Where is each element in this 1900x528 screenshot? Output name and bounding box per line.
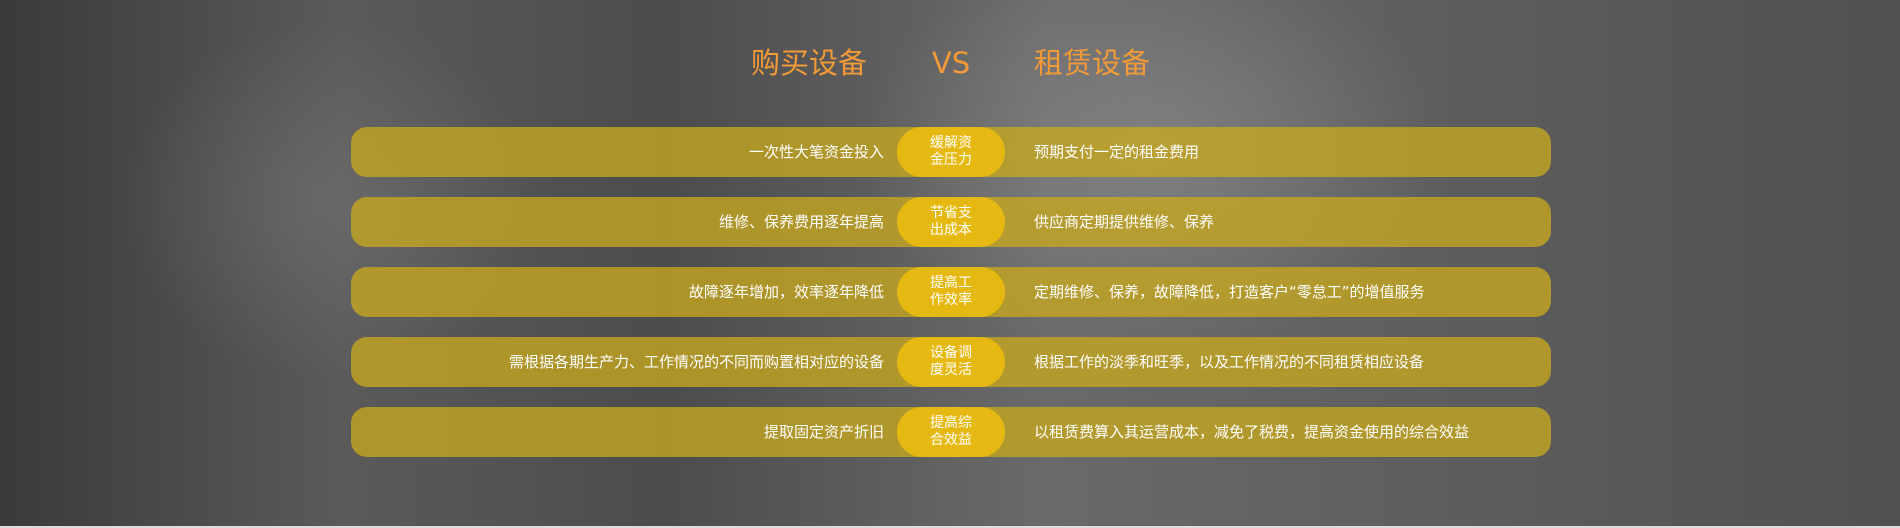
benefit-label: 节省支出成本 <box>930 205 972 238</box>
lease-point: 以租赁费算入其运营成本，减免了税费，提高资金使用的综合效益 <box>1034 423 1470 441</box>
lease-equipment-title: 租赁设备 <box>1034 46 1151 80</box>
benefit-label: 缓解资金压力 <box>930 135 972 168</box>
comparison-row: 提取固定资产折旧 提高综合效益 以租赁费算入其运营成本，减免了税费，提高资金使用… <box>351 407 1551 457</box>
benefit-label: 提高工作效率 <box>930 275 972 308</box>
benefit-badge: 提高综合效益 <box>897 407 1005 457</box>
buy-point: 维修、保养费用逐年提高 <box>718 213 884 231</box>
benefit-label: 提高综合效益 <box>930 415 972 448</box>
buy-equipment-title: 购买设备 <box>750 46 867 80</box>
lease-point: 定期维修、保养，故障降低，打造客户“零怠工”的增值服务 <box>1034 283 1425 301</box>
buy-point: 一次性大笔资金投入 <box>748 143 884 161</box>
benefit-label: 设备调度灵活 <box>930 345 972 378</box>
comparison-row: 需根据各期生产力、工作情况的不同而购置相对应的设备 设备调度灵活 根据工作的淡季… <box>351 337 1551 387</box>
comparison-row: 维修、保养费用逐年提高 节省支出成本 供应商定期提供维修、保养 <box>351 197 1551 247</box>
comparison-row: 一次性大笔资金投入 缓解资金压力 预期支付一定的租金费用 <box>351 127 1551 177</box>
benefit-badge: 缓解资金压力 <box>897 127 1005 177</box>
lease-point: 预期支付一定的租金费用 <box>1034 143 1200 161</box>
benefit-badge: 节省支出成本 <box>897 197 1005 247</box>
lease-point: 供应商定期提供维修、保养 <box>1034 213 1215 231</box>
comparison-row: 故障逐年增加，效率逐年降低 提高工作效率 定期维修、保养，故障降低，打造客户“零… <box>351 267 1551 317</box>
benefit-badge: 提高工作效率 <box>897 267 1005 317</box>
vs-label: VS <box>931 46 971 80</box>
buy-point: 提取固定资产折旧 <box>763 423 884 441</box>
buy-point: 需根据各期生产力、工作情况的不同而购置相对应的设备 <box>508 353 884 371</box>
buy-point: 故障逐年增加，效率逐年降低 <box>688 283 884 301</box>
lease-point: 根据工作的淡季和旺季，以及工作情况的不同租赁相应设备 <box>1034 353 1425 371</box>
benefit-badge: 设备调度灵活 <box>897 337 1005 387</box>
